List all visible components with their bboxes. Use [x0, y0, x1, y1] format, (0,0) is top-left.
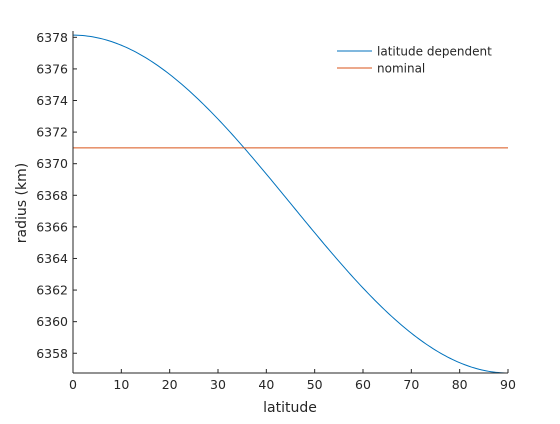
y-axis-label: radius (km) [14, 163, 30, 243]
series-line-latitude-dependent [72, 34, 509, 374]
y-tick-label: 6376 [36, 61, 68, 76]
y-tick-label: 6366 [36, 219, 68, 234]
legend: latitude dependent nominal [337, 45, 492, 76]
x-tick-label: 50 [307, 377, 323, 392]
x-tick-label: 90 [500, 377, 516, 392]
y-tick-label: 6358 [36, 346, 68, 361]
legend-label-latitude-dependent: latitude dependent [377, 45, 492, 59]
x-tick-label: 80 [452, 377, 468, 392]
plot-area [73, 31, 508, 373]
y-tick-label: 6374 [36, 93, 68, 108]
x-tick-label: 10 [113, 377, 129, 392]
y-tick-label: 6360 [36, 314, 68, 329]
x-tick-label: 60 [355, 377, 371, 392]
x-ticks: 0 10 20 30 40 50 60 70 80 90 [69, 369, 516, 392]
y-tick-label: 6362 [36, 283, 68, 298]
x-axis-label: latitude [263, 400, 317, 416]
y-tick-label: 6372 [36, 125, 68, 140]
x-tick-label: 30 [210, 377, 226, 392]
y-tick-label: 6368 [36, 188, 68, 203]
x-tick-label: 0 [69, 377, 77, 392]
axes-layer [72, 31, 508, 374]
y-tick-label: 6378 [36, 30, 68, 45]
legend-label-nominal: nominal [377, 62, 425, 76]
x-tick-label: 70 [403, 377, 419, 392]
y-tick-label: 6364 [36, 251, 68, 266]
x-tick-label: 20 [162, 377, 178, 392]
y-ticks: 6358 6360 6362 6364 6366 6368 6370 6372 6374 6376… [36, 30, 77, 361]
x-tick-label: 40 [258, 377, 274, 392]
y-tick-label: 6370 [36, 156, 68, 171]
series-layer [72, 34, 509, 374]
